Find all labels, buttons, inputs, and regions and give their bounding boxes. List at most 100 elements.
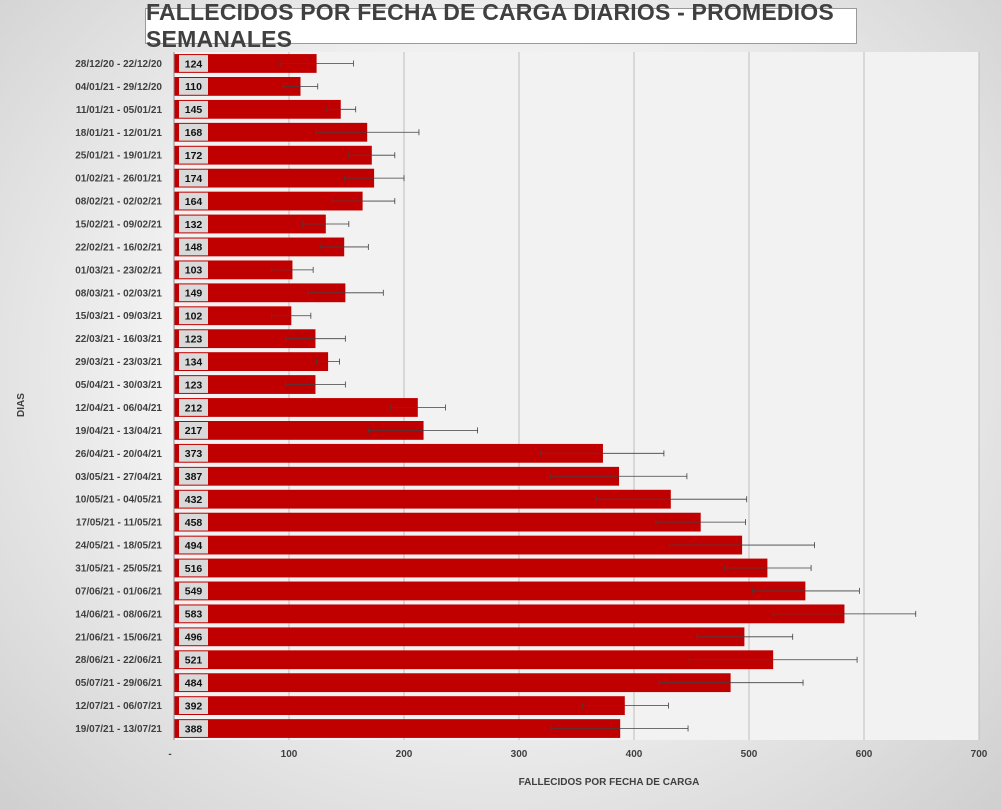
value-label-box <box>179 55 208 72</box>
value-label-box <box>179 330 208 348</box>
value-label-box <box>179 490 208 508</box>
category-label: 08/03/21 - 02/03/21 <box>75 288 162 299</box>
category-label: 28/06/21 - 22/06/21 <box>75 655 162 666</box>
value-label-box <box>179 353 208 371</box>
category-label: 26/04/21 - 20/04/21 <box>75 449 162 460</box>
category-label: 22/03/21 - 16/03/21 <box>75 334 162 345</box>
category-label: 15/03/21 - 09/03/21 <box>75 311 162 322</box>
y-axis-title: DIAS <box>16 393 27 417</box>
value-label: 110 <box>185 81 202 93</box>
value-label: 149 <box>185 288 203 300</box>
bar <box>174 145 372 165</box>
x-tick-label: - <box>168 749 171 760</box>
value-label-box <box>179 215 208 233</box>
category-label: 18/01/21 - 12/01/21 <box>75 128 162 139</box>
value-label-box <box>179 651 208 669</box>
bar <box>174 122 368 142</box>
value-label: 134 <box>185 356 203 368</box>
category-label: 25/01/21 - 19/01/21 <box>75 151 162 162</box>
x-tick-label: 100 <box>281 749 298 760</box>
value-labels-group: 124 110 145 168 172 174 164 132 148 103 149 102 123 1… <box>179 55 208 737</box>
category-labels-group: 28/12/20 - 22/12/20 04/01/21 - 29/12/20 11… <box>75 59 162 735</box>
value-label: 494 <box>185 540 203 552</box>
x-tick-labels-group: - 100 200 300 400 500 600 700 <box>168 749 987 760</box>
category-label: 11/01/21 - 05/01/21 <box>76 105 163 116</box>
bar <box>174 420 424 440</box>
category-label: 29/03/21 - 23/03/21 <box>75 357 162 368</box>
value-label-box <box>179 399 208 416</box>
value-label: 148 <box>185 242 203 254</box>
bar <box>174 99 341 119</box>
category-label: 08/02/21 - 02/02/21 <box>75 197 162 208</box>
value-label-box <box>179 123 208 141</box>
value-label-box <box>179 238 208 256</box>
category-label: 03/05/21 - 27/04/21 <box>75 472 162 483</box>
value-label: 102 <box>185 311 203 323</box>
x-tick-label: 700 <box>971 749 988 760</box>
value-label-box <box>179 376 208 393</box>
bar <box>174 535 743 555</box>
value-label-box <box>179 421 208 439</box>
plot-area <box>174 52 979 740</box>
value-label-box <box>179 582 208 600</box>
category-label: 12/07/21 - 06/07/21 <box>75 701 162 712</box>
bar <box>174 283 346 303</box>
value-label: 174 <box>185 173 203 185</box>
bar <box>174 558 768 578</box>
value-label: 392 <box>185 700 203 712</box>
value-label-box <box>179 192 208 210</box>
value-label: 164 <box>185 196 203 208</box>
value-label: 549 <box>185 586 203 598</box>
value-label: 172 <box>185 150 203 162</box>
value-label-box <box>179 444 208 462</box>
value-label-box <box>179 697 208 715</box>
bar <box>174 489 671 509</box>
value-label: 132 <box>185 219 203 231</box>
value-label: 516 <box>185 563 203 575</box>
value-label: 123 <box>185 333 203 345</box>
bar <box>174 375 316 394</box>
x-tick-label: 200 <box>396 749 413 760</box>
bar <box>174 466 620 486</box>
category-label: 01/03/21 - 23/02/21 <box>75 265 162 276</box>
bar <box>174 443 603 463</box>
value-label: 458 <box>185 517 203 529</box>
bar <box>174 214 326 234</box>
category-label: 31/05/21 - 25/05/21 <box>75 564 162 575</box>
bar <box>174 696 625 716</box>
value-label-box <box>179 536 208 554</box>
value-label-box <box>179 674 208 692</box>
category-label: 07/06/21 - 01/06/21 <box>75 586 162 597</box>
value-label-box <box>179 467 208 485</box>
value-label-box <box>179 513 208 531</box>
value-label: 373 <box>185 448 203 460</box>
value-label: 217 <box>185 425 203 437</box>
category-label: 04/01/21 - 29/12/20 <box>75 82 162 93</box>
value-label: 123 <box>185 379 203 391</box>
x-axis-title: FALLECIDOS POR FECHA DE CARGA <box>519 777 700 788</box>
value-label: 103 <box>185 265 203 277</box>
value-label-box <box>179 307 208 325</box>
value-label: 583 <box>185 609 203 621</box>
bar <box>174 168 375 188</box>
category-label: 28/12/20 - 22/12/20 <box>75 59 162 70</box>
category-label: 19/04/21 - 13/04/21 <box>75 426 162 437</box>
bar <box>174 352 329 372</box>
bars-group <box>174 54 845 738</box>
value-label: 432 <box>185 494 203 506</box>
bar <box>174 581 806 601</box>
bar <box>174 650 774 670</box>
error-bars-group <box>271 60 917 732</box>
value-label-box <box>179 169 208 187</box>
category-label: 21/06/21 - 15/06/21 <box>75 632 162 643</box>
category-label: 01/02/21 - 26/01/21 <box>75 174 162 185</box>
bar <box>174 604 845 624</box>
value-label-box <box>179 284 208 302</box>
bar <box>174 719 621 738</box>
bar <box>174 673 731 693</box>
bar <box>174 398 418 417</box>
gridlines <box>288 52 980 740</box>
category-label: 17/05/21 - 11/05/21 <box>76 518 163 529</box>
bar <box>174 512 701 532</box>
